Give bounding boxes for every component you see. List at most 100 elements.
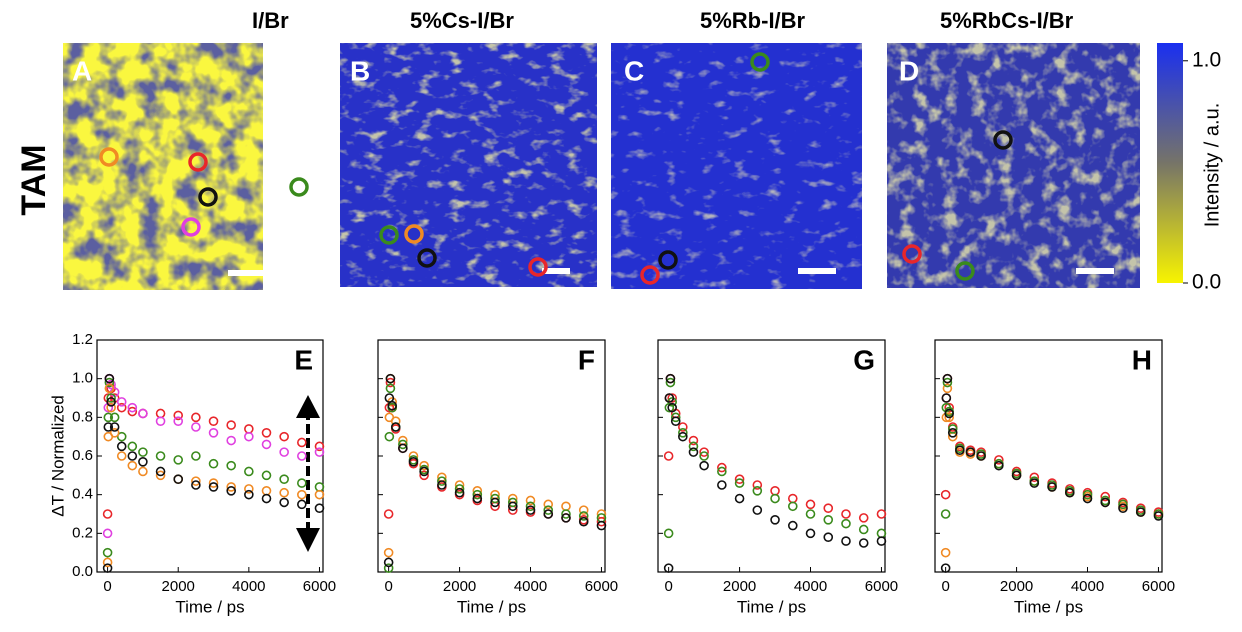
point xyxy=(261,493,272,504)
point xyxy=(244,484,254,494)
point xyxy=(155,416,166,427)
point xyxy=(106,393,116,403)
point xyxy=(297,451,307,461)
point xyxy=(876,528,887,539)
point xyxy=(454,487,465,498)
y-tick-label: 0.6 xyxy=(72,447,93,464)
point xyxy=(244,466,254,477)
point xyxy=(525,505,536,515)
point xyxy=(944,402,954,413)
point xyxy=(454,484,465,494)
point xyxy=(104,377,115,388)
point xyxy=(1047,482,1057,492)
x-tick-label: 0 xyxy=(664,578,672,595)
point xyxy=(976,451,986,461)
point xyxy=(678,422,688,432)
y-tick-label: 1.0 xyxy=(72,370,93,387)
point xyxy=(667,393,677,403)
point xyxy=(116,451,127,461)
x-tick-label: 4000 xyxy=(232,578,265,595)
point xyxy=(244,489,254,500)
point xyxy=(994,455,1004,465)
point xyxy=(670,412,681,423)
panel-label: H xyxy=(1132,344,1152,375)
point xyxy=(155,408,166,419)
point xyxy=(699,451,709,461)
map-c: C 5%Rb-I/Br xyxy=(611,8,862,289)
map-title: I/Br xyxy=(252,8,289,33)
point xyxy=(752,505,763,515)
point xyxy=(858,524,869,535)
point xyxy=(858,538,869,548)
point xyxy=(244,431,254,442)
point xyxy=(543,509,554,519)
point xyxy=(525,495,536,506)
x-tick-label: 6000 xyxy=(585,578,618,595)
point xyxy=(770,493,780,504)
point xyxy=(297,478,307,488)
point xyxy=(102,509,113,519)
point xyxy=(109,412,120,423)
point xyxy=(398,439,408,450)
point xyxy=(942,373,953,384)
chart: 0.0 0.2 0.4 0.6 0.8 1.0 1.2 0 2000 4000 6000 Time /… xyxy=(48,331,336,617)
point xyxy=(823,514,834,525)
point xyxy=(942,377,953,388)
point xyxy=(261,470,272,481)
point xyxy=(664,393,675,403)
map-b: B 5%Cs-I/Br xyxy=(340,8,597,287)
point xyxy=(472,489,483,500)
panel-label: F xyxy=(578,344,595,375)
point xyxy=(261,439,272,450)
point xyxy=(947,424,958,434)
arrow xyxy=(296,395,320,552)
point xyxy=(279,431,289,442)
point xyxy=(947,427,958,438)
point xyxy=(787,520,798,531)
point xyxy=(699,460,709,471)
x-tick-label: 0 xyxy=(384,578,392,595)
point xyxy=(507,497,518,508)
point xyxy=(472,493,483,504)
point xyxy=(138,408,148,419)
point xyxy=(941,393,952,403)
point xyxy=(688,441,699,452)
point xyxy=(261,485,272,496)
point xyxy=(173,416,184,427)
x-tick-label: 4000 xyxy=(1071,578,1104,595)
point xyxy=(208,478,219,488)
point xyxy=(390,422,401,432)
point xyxy=(1011,470,1022,481)
x-tick-label: 2000 xyxy=(162,578,195,595)
x-tick-label: 4000 xyxy=(794,578,827,595)
point xyxy=(663,451,674,461)
point xyxy=(1100,491,1111,502)
point xyxy=(688,447,699,457)
point xyxy=(752,480,763,490)
point xyxy=(297,499,307,510)
point xyxy=(208,416,219,427)
point xyxy=(138,456,148,467)
map-letter: C xyxy=(624,55,644,86)
point xyxy=(525,501,536,512)
x-axis-label: Time / ps xyxy=(1014,597,1083,616)
point xyxy=(578,511,589,521)
point xyxy=(244,424,254,434)
panel-label: G xyxy=(853,344,875,375)
y-tick-label: 0.4 xyxy=(72,486,93,503)
point xyxy=(191,451,201,461)
map-title: 5%Cs-I/Br xyxy=(410,8,514,33)
point xyxy=(127,406,138,417)
point xyxy=(490,497,500,508)
point xyxy=(226,482,236,492)
point xyxy=(507,501,518,512)
x-axis-label: Time / ps xyxy=(175,597,244,616)
point xyxy=(106,402,116,413)
point xyxy=(578,516,589,527)
point xyxy=(578,505,589,515)
point xyxy=(770,485,780,496)
point xyxy=(1135,507,1146,517)
map-title: 5%Rb-I/Br xyxy=(700,8,806,33)
point xyxy=(944,412,954,423)
point xyxy=(670,416,681,427)
